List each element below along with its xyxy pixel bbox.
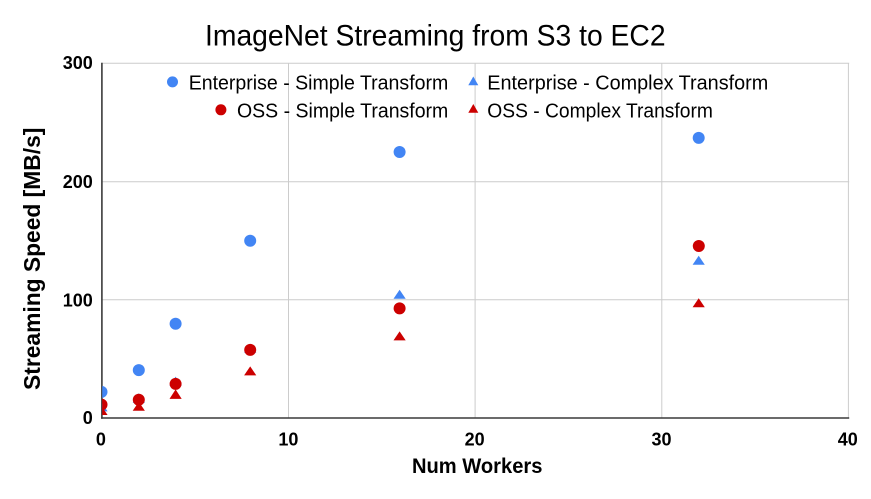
svg-text:200: 200 [63,172,93,192]
svg-text:Enterprise - Simple Transform: Enterprise - Simple Transform [189,71,449,94]
svg-text:30: 30 [651,429,671,449]
svg-text:Enterprise - Complex Transform: Enterprise - Complex Transform [487,71,768,94]
svg-text:0: 0 [83,408,93,428]
svg-text:40: 40 [838,429,858,449]
svg-text:100: 100 [63,290,93,310]
svg-text:Streaming Speed [MB/s]: Streaming Speed [MB/s] [19,128,45,390]
svg-text:0: 0 [96,429,106,449]
svg-text:20: 20 [465,429,485,449]
svg-text:OSS - Complex Transform: OSS - Complex Transform [487,99,713,122]
svg-text:OSS - Simple Transform: OSS - Simple Transform [237,99,448,122]
svg-text:Num Workers: Num Workers [412,455,543,478]
svg-text:300: 300 [63,53,93,73]
svg-text:ImageNet Streaming from S3 to: ImageNet Streaming from S3 to EC2 [205,20,666,53]
svg-text:10: 10 [278,429,298,449]
